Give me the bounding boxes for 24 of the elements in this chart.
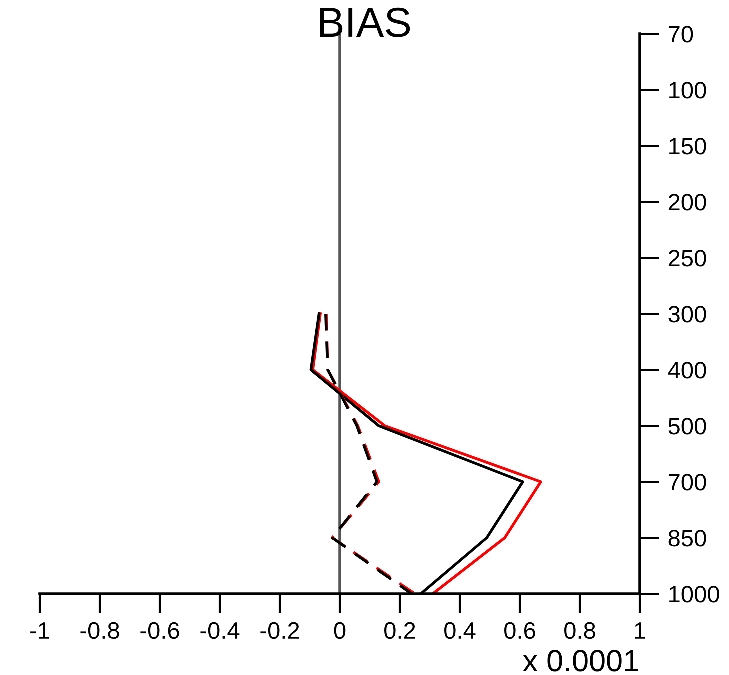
x-tick-label: 0.6 bbox=[504, 622, 536, 640]
x-tick-label: -1 bbox=[30, 622, 50, 639]
x-tick-label: 0.2 bbox=[384, 622, 416, 640]
y-tick-label: 100 bbox=[670, 82, 706, 99]
y-tick-label: 200 bbox=[668, 194, 706, 211]
x-tick-label: -0.6 bbox=[140, 622, 180, 640]
y-tick-label: 500 bbox=[668, 418, 706, 435]
x-tick-label: -0.2 bbox=[260, 622, 300, 640]
y-tick-label: 700 bbox=[668, 474, 706, 491]
x-tick-label: -0.4 bbox=[200, 622, 240, 640]
y-tick-label: 850 bbox=[668, 530, 706, 547]
y-tick-label: 400 bbox=[668, 362, 706, 379]
y-tick-label: 1000 bbox=[670, 586, 720, 603]
chart-title: BIAS bbox=[320, 8, 410, 38]
y-tick-label: 250 bbox=[668, 250, 706, 267]
x-tick-label: 1 bbox=[635, 622, 646, 639]
x-axis-title: x 0.0001 bbox=[523, 650, 639, 672]
y-tick-label: 70 bbox=[668, 26, 694, 43]
x-tick-label: -0.8 bbox=[80, 622, 120, 640]
x-tick-label: 0.4 bbox=[444, 622, 476, 640]
x-tick-label: 0 bbox=[334, 622, 346, 640]
y-tick-label: 150 bbox=[670, 138, 706, 155]
y-tick-label: 300 bbox=[668, 306, 706, 323]
x-tick-label: 0.8 bbox=[564, 622, 596, 640]
